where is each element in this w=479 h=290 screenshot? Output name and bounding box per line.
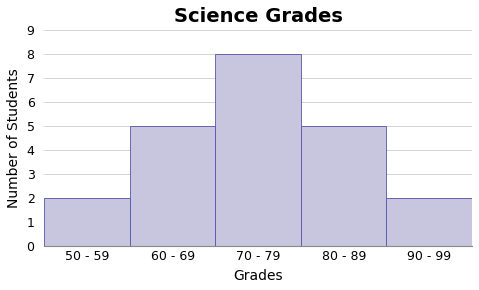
X-axis label: Grades: Grades [233,269,283,283]
Title: Science Grades: Science Grades [174,7,342,26]
Bar [387,198,472,246]
Bar [44,198,130,246]
Y-axis label: Number of Students: Number of Students [7,68,21,208]
Bar [301,126,387,246]
Bar [130,126,216,246]
Bar [216,54,301,246]
